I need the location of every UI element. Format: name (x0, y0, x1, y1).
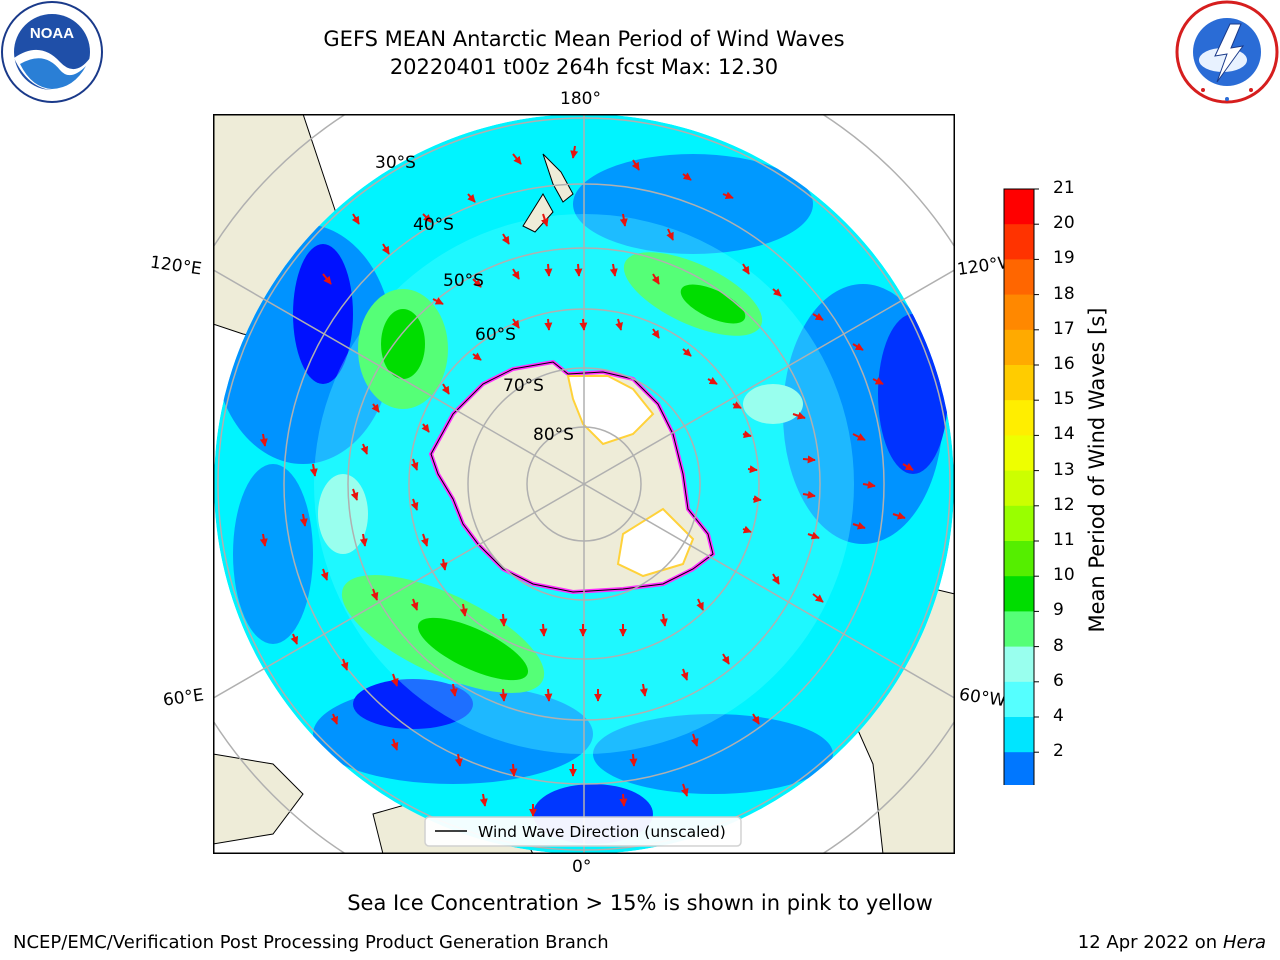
colorbar-segment (1004, 329, 1034, 366)
nws-logo (1175, 0, 1279, 104)
lon-label-60e: 60°E (161, 685, 206, 711)
lon-label-120e: 120°E (148, 252, 203, 280)
lat-label-80s: 80°S (533, 425, 574, 445)
plot-title: GEFS MEAN Antarctic Mean Period of Wind … (323, 27, 845, 51)
colorbar-segment (1004, 505, 1034, 542)
colorbar-tick-label: 12 (1053, 494, 1075, 515)
colorbar-segment (1004, 681, 1034, 718)
sea-ice-caption: Sea Ice Concentration > 15% is shown in … (347, 891, 933, 915)
colorbar-tick-label: 10 (1053, 565, 1075, 586)
colorbar-tick-label: 2 (1053, 741, 1064, 762)
colorbar-segment (1004, 435, 1034, 472)
colorbar-segment (1004, 470, 1034, 507)
colorbar-segment (1004, 541, 1034, 577)
map-frame (213, 114, 955, 854)
colorbar-tick-label: 13 (1053, 459, 1075, 480)
colorbar-tick-label: 8 (1053, 635, 1064, 656)
footer-machine: Hera (1222, 932, 1266, 953)
colorbar-segment (1004, 259, 1034, 296)
antarctic-map: 30°S 40°S 50°S 60°S 70°S 80°S Wind Wave … (213, 114, 955, 854)
map-legend: Wind Wave Direction (unscaled) (424, 816, 742, 847)
footer-date: 12 Apr 2022 on Hera (1078, 932, 1266, 953)
colorbar-tick-label: 11 (1053, 530, 1075, 550)
colorbar-tick-label: 17 (1053, 318, 1075, 339)
colorbar-tick-label: 19 (1053, 248, 1075, 269)
colorbar (1003, 188, 1039, 785)
colorbar-segment (1004, 365, 1034, 401)
colorbar-segment (1004, 717, 1034, 753)
africa-land (213, 753, 304, 845)
colorbar-label: Mean Period of Wind Waves [s] (1085, 307, 1109, 633)
colorbar-tick-label: 18 (1053, 283, 1075, 304)
noaa-logo-text: NOAA (30, 25, 74, 42)
colorbar-tick-label: 15 (1053, 389, 1075, 410)
colorbar-segment (1004, 611, 1034, 648)
plot-subtitle: 20220401 t00z 264h fcst Max: 12.30 (389, 55, 779, 79)
colorbar-tick-label: 6 (1053, 670, 1064, 691)
footer-credit: NCEP/EMC/Verification Post Processing Pr… (13, 932, 609, 953)
colorbar-tick-label: 16 (1053, 354, 1075, 374)
colorbar-segment (1004, 224, 1034, 260)
colorbar-tick-label: 21 (1053, 178, 1075, 198)
lon-label-0: 0° (572, 857, 592, 877)
lat-label-70s: 70°S (503, 376, 544, 396)
colorbar-tick-label: 9 (1053, 600, 1064, 621)
colorbar-segment (1004, 189, 1034, 225)
footer-date-text: 12 Apr 2022 on (1077, 932, 1218, 953)
lat-label-30s: 30°S (375, 153, 416, 173)
wind-wave-arrows (259, 145, 914, 817)
colorbar-outline (1003, 188, 1035, 785)
colorbar-segment (1004, 294, 1034, 331)
colorbar-segment (1004, 400, 1034, 436)
colorbar-segment (1004, 752, 1034, 785)
legend-label: Wind Wave Direction (unscaled) (478, 823, 726, 841)
lat-label-50s: 50°S (443, 271, 484, 291)
colorbar-segment (1004, 646, 1034, 683)
graticule (213, 114, 955, 854)
colorbar-tick-label: 20 (1053, 213, 1075, 234)
lon-label-180: 180° (560, 89, 601, 109)
noaa-logo: NOAA (1, 1, 103, 103)
lat-label-60s: 60°S (475, 325, 516, 345)
colorbar-tick-label: 14 (1053, 424, 1075, 445)
colorbar-tick-label: 4 (1053, 706, 1064, 726)
lat-label-40s: 40°S (413, 215, 454, 235)
colorbar-segment (1004, 576, 1034, 612)
weddell-ice-shelf (616, 507, 695, 578)
